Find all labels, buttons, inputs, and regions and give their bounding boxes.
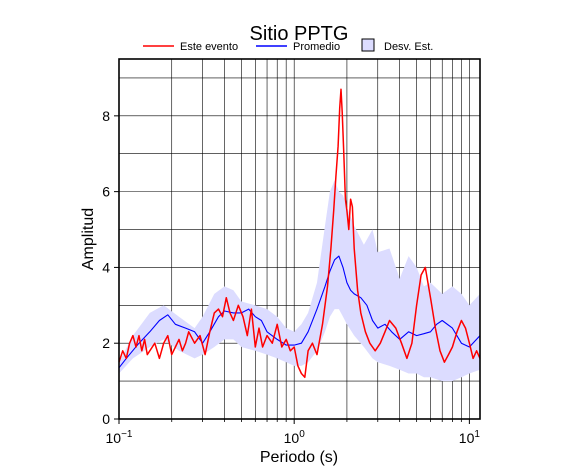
x-tick-label: 10−1: [106, 429, 133, 446]
legend-swatch: [361, 38, 375, 52]
legend-label: Promedio: [293, 41, 340, 53]
series-layer: [118, 88, 481, 379]
y-tick-label: 0: [102, 411, 110, 427]
legend-label: Este evento: [180, 41, 238, 53]
x-tick-base: 10: [459, 430, 475, 446]
x-axis-label: Periodo (s): [260, 449, 338, 466]
series-line-este-evento: [118, 88, 481, 379]
y-tick-label: 2: [102, 335, 110, 351]
y-tick-label: 6: [102, 184, 110, 200]
y-axis-label: Amplitud: [80, 208, 97, 270]
plot-frame: [118, 58, 481, 420]
legend: Este evento Promedio Desv. Est.: [143, 38, 433, 53]
x-tick-base: 10: [284, 430, 300, 446]
x-tick-label: 100: [284, 429, 306, 446]
series-line-promedio: [118, 255, 481, 369]
y-tick-label: 8: [102, 108, 110, 124]
y-axis: 0 2 4 6 8: [102, 108, 119, 427]
legend-item-desv-est-: Desv. Est.: [361, 38, 433, 53]
legend-label: Desv. Est.: [384, 41, 433, 53]
x-tick-exponent: −1: [121, 429, 133, 440]
x-tick-label: 101: [459, 429, 481, 446]
chart-title: Sitio PPTG: [250, 23, 349, 45]
x-tick-exponent: 1: [474, 429, 480, 440]
x-tick-exponent: 0: [299, 429, 305, 440]
legend-item-promedio: Promedio: [256, 41, 340, 53]
x-axis: 10−1 100 101: [106, 419, 481, 446]
x-tick-base: 10: [106, 430, 122, 446]
y-tick-label: 4: [102, 259, 110, 275]
legend-item-este-evento: Este evento: [143, 41, 238, 53]
plot-border: [118, 58, 481, 420]
